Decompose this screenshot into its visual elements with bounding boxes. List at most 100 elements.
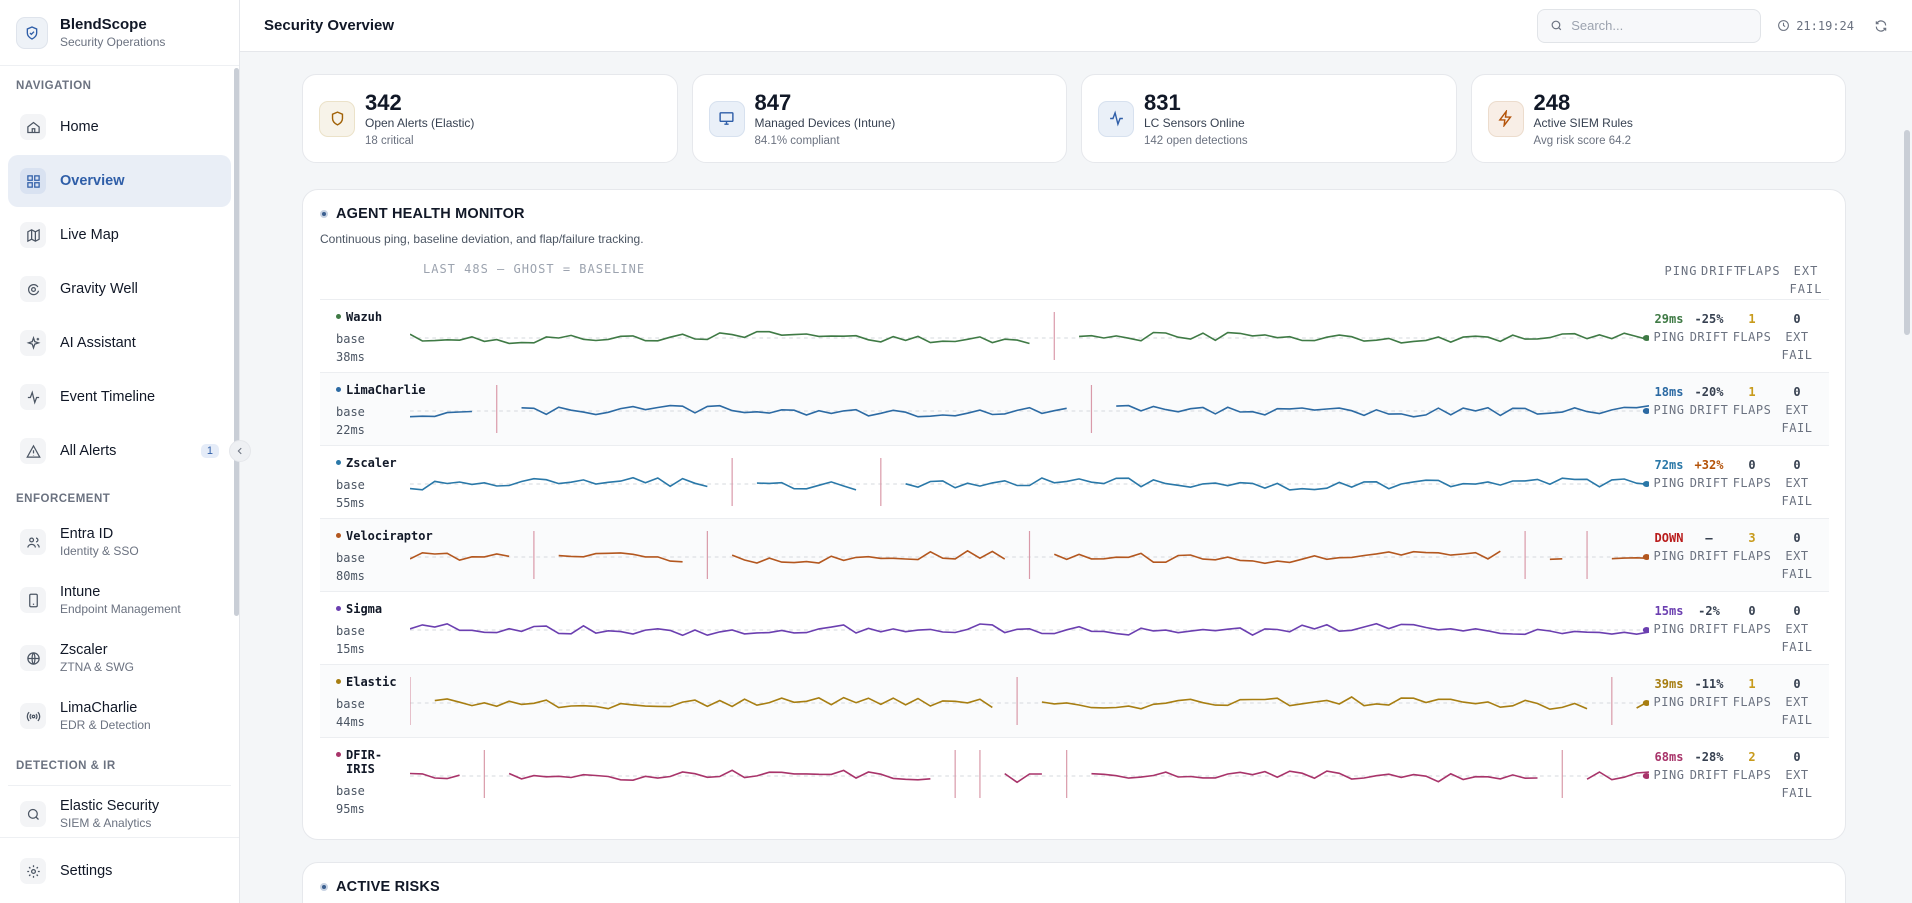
base-label: base [336, 624, 365, 638]
stat-value: 248 [1533, 89, 1571, 115]
ping-value: 72ms [1654, 458, 1684, 472]
base-value: 55ms [336, 496, 365, 510]
agent-name: Sigma [346, 602, 383, 616]
agent-row-sigma[interactable]: Sigma base 15ms 15ms -2% 0 0 PING DRIFT FLAPS EXT F… [320, 592, 1829, 665]
sidebar-item-live-map[interactable]: Live Map [8, 209, 231, 261]
sidebar-scrollbar[interactable] [234, 68, 239, 616]
sidebar-item-gravity-well[interactable]: Gravity Well [8, 263, 231, 315]
smartphone-icon [20, 587, 46, 613]
content: 342 Open Alerts (Elastic) 18 critical 84… [240, 50, 1912, 903]
sidebar-item-label: Live Map [60, 227, 119, 243]
agent-row-elastic[interactable]: Elastic base 44ms 39ms -11% 1 0 PING DRIFT FLAPS E… [320, 665, 1829, 738]
sidebar-item-zscaler[interactable]: Zscaler ZTNA & SWG [8, 630, 231, 686]
main-scrollbar[interactable] [1904, 130, 1910, 335]
agent-row-limacharlie[interactable]: LimaCharlie base 22ms 18ms -20% 1 0 PING DRIFT FL… [320, 373, 1829, 446]
ext-fail-value: 0 [1793, 604, 1801, 618]
section-enforcement: ENFORCEMENT [16, 493, 111, 505]
sidebar-item-label: Elastic Security [60, 798, 160, 814]
ping-value: 29ms [1654, 312, 1684, 326]
sidebar-item-home[interactable]: Home [8, 101, 231, 153]
sidebar-item-entra-id[interactable]: Entra ID Identity & SSO [8, 514, 231, 570]
sidebar-item-all-alerts[interactable]: All Alerts 1 [8, 425, 231, 477]
shield-logo-icon [16, 16, 48, 49]
agent-name: DFIR-IRIS [346, 748, 383, 776]
agent-metrics: 72ms +32% 0 0 PING DRIFT FLAPS EXT FAIL [1649, 446, 1829, 510]
sidebar-item-settings[interactable]: Settings [8, 845, 231, 897]
flaps-value: 0 [1748, 604, 1756, 618]
agent-name-cell: DFIR-IRIS base 95ms [320, 738, 410, 818]
sidebar-item-sub: ZTNA & SWG [60, 660, 135, 674]
divider [8, 785, 231, 786]
agent-row-wazuh[interactable]: Wazuh base 38ms 29ms -25% 1 0 PING DRIFT FLAPS EXT… [320, 300, 1829, 373]
sidebar-item-overview[interactable]: Overview [8, 155, 231, 207]
clock-time: 21:19:24 [1796, 18, 1854, 33]
sidebar-item-label: Gravity Well [60, 281, 138, 297]
agent-row-dfir-iris[interactable]: DFIR-IRIS base 95ms 68ms -28% 2 0 PING DRIFT FLAP… [320, 738, 1829, 816]
sidebar-item-label: Zscaler [60, 642, 108, 658]
ping-label: PING [1653, 695, 1685, 709]
ext-label: EXT [1785, 330, 1809, 344]
flaps-label: FLAPS [1732, 403, 1772, 417]
stat-card-open-alerts[interactable]: 342 Open Alerts (Elastic) 18 critical [302, 74, 678, 163]
agent-name: LimaCharlie [346, 383, 426, 397]
section-detection: DETECTION & IR [16, 760, 116, 772]
sidebar-item-elastic-security[interactable]: Elastic Security SIEM & Analytics [8, 786, 231, 837]
ext-label: EXT [1785, 768, 1809, 782]
base-value: 80ms [336, 569, 365, 583]
sidebar-item-limacharlie[interactable]: LimaCharlie EDR & Detection [8, 688, 231, 744]
sidebar-item-label: Intune [60, 584, 101, 600]
stat-value: 831 [1144, 89, 1181, 115]
agent-metrics: 29ms -25% 1 0 PING DRIFT FLAPS EXT FAIL [1649, 300, 1829, 364]
topbar: Security Overview 21:19:24 [240, 0, 1912, 52]
flaps-value: 2 [1748, 750, 1756, 764]
sidebar-item-label: Home [60, 119, 99, 135]
fail-label: FAIL [1781, 786, 1813, 800]
stat-card-lc-sensors[interactable]: 831 LC Sensors Online 142 open detection… [1081, 74, 1457, 163]
base-label: base [336, 332, 365, 346]
search-box[interactable] [1537, 8, 1762, 43]
agent-metrics: 68ms -28% 2 0 PING DRIFT FLAPS EXT FAIL [1649, 738, 1829, 802]
flaps-label: FLAPS [1732, 476, 1772, 490]
status-dot-icon [336, 314, 341, 319]
refresh-button[interactable] [1874, 19, 1888, 33]
agent-name: Velociraptor [346, 529, 433, 543]
search-icon [1551, 20, 1562, 31]
ext-fail-value: 0 [1793, 458, 1801, 472]
agent-rows: Wazuh base 38ms 29ms -25% 1 0 PING DRIFT FLAPS EXT… [320, 300, 1829, 816]
base-value: 95ms [336, 802, 365, 816]
fail-label: FAIL [1781, 348, 1813, 362]
ping-label: PING [1653, 403, 1685, 417]
ping-label: PING [1653, 330, 1685, 344]
stat-sub: 142 open detections [1144, 134, 1248, 147]
section-dot-icon [320, 210, 328, 218]
sidebar-item-event-timeline[interactable]: Event Timeline [8, 371, 231, 423]
alerts-count-badge: 1 [200, 444, 219, 458]
sidebar-item-sub: Identity & SSO [60, 544, 139, 558]
drift-value: +32% [1694, 458, 1724, 472]
ext-label: EXT [1785, 549, 1809, 563]
agent-row-zscaler[interactable]: Zscaler base 55ms 72ms +32% 0 0 PING DRIFT FLAPS E… [320, 446, 1829, 519]
status-dot-icon [336, 679, 341, 684]
fail-label: FAIL [1781, 713, 1813, 727]
agent-name-cell: Zscaler base 55ms [320, 446, 410, 512]
collapse-sidebar-button[interactable] [229, 440, 251, 462]
stat-sub: Avg risk score 64.2 [1533, 134, 1632, 147]
stat-card-managed-devices[interactable]: 847 Managed Devices (Intune) 84.1% compl… [691, 74, 1067, 163]
drift-label: DRIFT [1689, 622, 1729, 636]
flaps-label: FLAPS [1732, 330, 1772, 344]
flaps-label: FLAPS [1732, 622, 1772, 636]
search-input[interactable] [1571, 18, 1742, 33]
agent-row-velociraptor[interactable]: Velociraptor base 80ms DOWN — 3 0 PING DRIFT FLAP… [320, 519, 1829, 592]
base-label: base [336, 405, 365, 419]
sidebar-item-intune[interactable]: Intune Endpoint Management [8, 572, 231, 628]
settings-area: Settings [0, 837, 239, 903]
base-value: 22ms [336, 423, 365, 437]
agent-metrics: DOWN — 3 0 PING DRIFT FLAPS EXT FAIL [1649, 519, 1829, 583]
drift-value: — [1705, 531, 1713, 545]
stat-card-siem-rules[interactable]: 248 Active SIEM Rules Avg risk score 64.… [1470, 74, 1846, 163]
flaps-label: FLAPS [1732, 768, 1772, 782]
sidebar-item-ai-assistant[interactable]: AI Assistant [8, 317, 231, 369]
shield-icon [319, 100, 355, 137]
col-ext-fail: EXT FAIL [1789, 264, 1823, 296]
refresh-icon [1875, 19, 1887, 32]
